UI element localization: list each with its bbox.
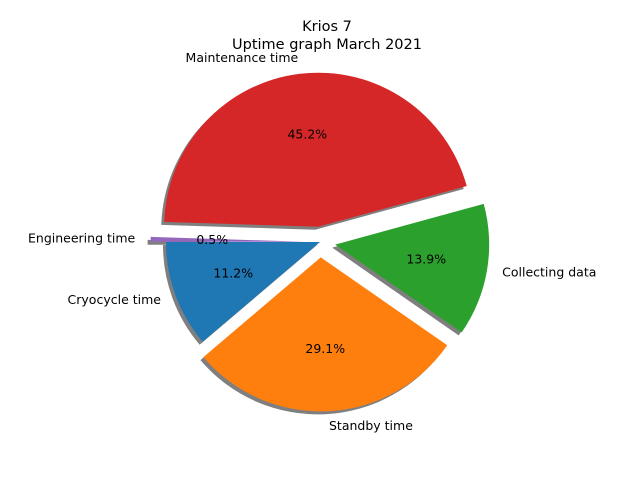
slice-label-standby-time: Standby time [329,418,413,433]
slice-percent-standby-time: 29.1% [305,341,345,356]
slice-maintenance-time [164,72,467,227]
slice-percent-cryocycle-time: 11.2% [213,265,253,280]
slice-label-cryocycle-time: Cryocycle time [68,292,162,307]
slice-label-engineering-time: Engineering time [28,231,136,246]
slice-percent-collecting-data: 13.9% [406,252,446,267]
slice-label-collecting-data: Collecting data [502,265,596,280]
slice-label-maintenance-time: Maintenance time [186,50,299,65]
slice-engineering-time [150,236,305,242]
slice-standby-time [203,257,448,412]
pie-slices [150,72,490,412]
chart-title: Krios 7 [302,19,352,35]
slice-cryocycle-time [166,242,320,342]
slice-percent-maintenance-time: 45.2% [287,126,327,141]
slice-labels: Cryocycle time 11.2% Standby time 29.1% Coll… [28,50,596,433]
chart-subtitle: Uptime graph March 2021 [232,37,422,53]
slice-collecting-data [335,203,490,333]
slice-percent-engineering-time: 0.5% [196,232,228,247]
